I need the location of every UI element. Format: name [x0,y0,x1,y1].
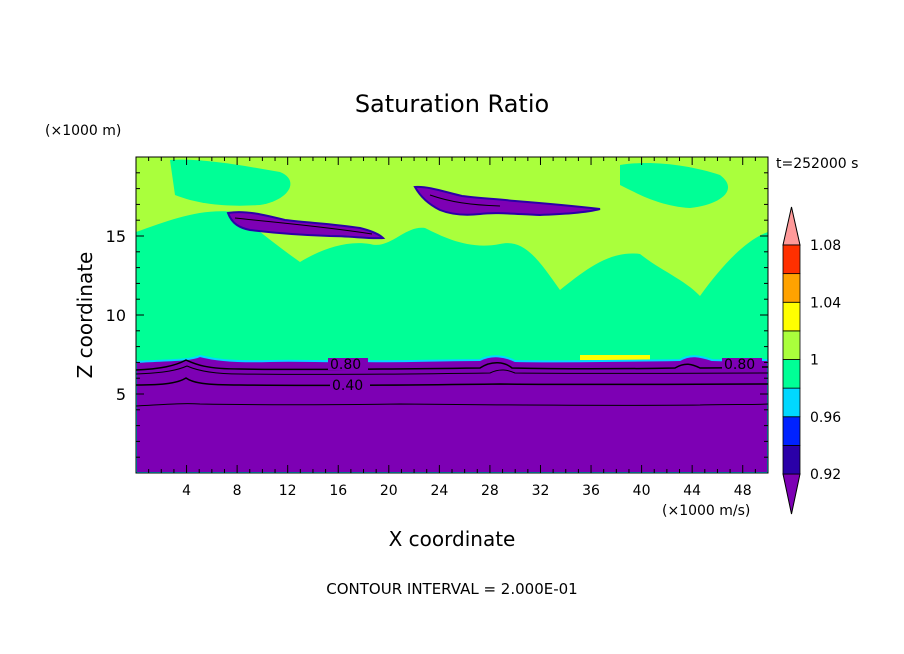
contour-interval-footer: CONTOUR INTERVAL = 2.000E-01 [326,580,577,598]
colorbar: 0.92 0.96 1 1.04 1.08 [782,206,841,515]
contour-label-0p40: 0.40 [332,378,363,394]
saturated-upper-patch [170,159,291,206]
supersaturated-strip [580,355,650,360]
colorbar-swatch [782,301,801,332]
x-tick-label: 20 [380,483,398,499]
colorbar-under-arrow [782,473,801,515]
contour-line-streak-right [429,194,501,207]
x-axis-label: X coordinate [389,527,516,551]
chart-title: Saturation Ratio [355,90,549,118]
saturated-upper-right-patch [620,163,729,208]
colorbar-swatch [782,244,801,275]
colorbar-swatch [782,387,801,418]
contour-label-0p80-right: 0.80 [724,357,755,373]
time-label: t=252000 s [776,156,858,172]
contour-label-group: 0.80 0.40 0.80 [328,357,762,394]
x-tick-label: 32 [532,483,550,499]
x-tick-label: 16 [329,483,347,499]
contour-label-0p80-right-bg [722,358,762,370]
colorbar-swatch [782,273,801,303]
colorbar-swatch [782,330,801,360]
colorbar-over-arrow [782,206,801,246]
colorbar-tick-label: 0.96 [810,410,841,426]
contour-line-streak-left [234,217,373,235]
colorbar-swatch [782,359,801,389]
upper-dry-streak-right [413,185,601,217]
colorbar-tick-label: 0.92 [810,467,841,483]
x-tick-label: 40 [633,483,651,499]
contour-line-0p80 [136,359,768,371]
x-tick-label: 12 [279,483,297,499]
x-unit-label: (×1000 m/s) [662,503,750,519]
colorbar-tick-label: 1 [810,353,819,369]
x-tick-label: 4 [182,483,191,499]
x-tick-label: 36 [582,483,600,499]
colorbar-tick-label: 1.08 [810,238,841,254]
y-tick-label: 10 [106,306,126,325]
x-tick-label: 44 [683,483,701,499]
contour-label-0p80-bg [328,358,368,370]
colorbar-swatch [782,416,801,446]
y-unit-label: (×1000 m) [45,123,121,139]
x-tick-label: 48 [734,483,752,499]
y-tick-label: 5 [116,385,126,404]
y-tick-label: 15 [106,227,126,246]
contour-label-0p80: 0.80 [330,357,361,373]
x-tick-label: 8 [233,483,242,499]
contour-label-0p40-bg [330,379,370,391]
y-axis: 5 10 15 [106,172,768,458]
saturated-band-region [136,211,768,362]
plot-area: 0.80 0.40 0.80 [136,157,768,473]
x-tick-label: 28 [481,483,499,499]
contour-line-0p60 [136,365,768,375]
colorbar-tick-label: 1.04 [810,295,841,311]
y-axis-label: Z coordinate [73,252,97,379]
colorbar-swatch [782,444,801,475]
x-tick-label: 24 [430,483,448,499]
contour-line-0p20 [136,403,768,407]
x-axis: 4 8 12 16 20 24 28 32 36 40 44 48 [148,157,756,499]
